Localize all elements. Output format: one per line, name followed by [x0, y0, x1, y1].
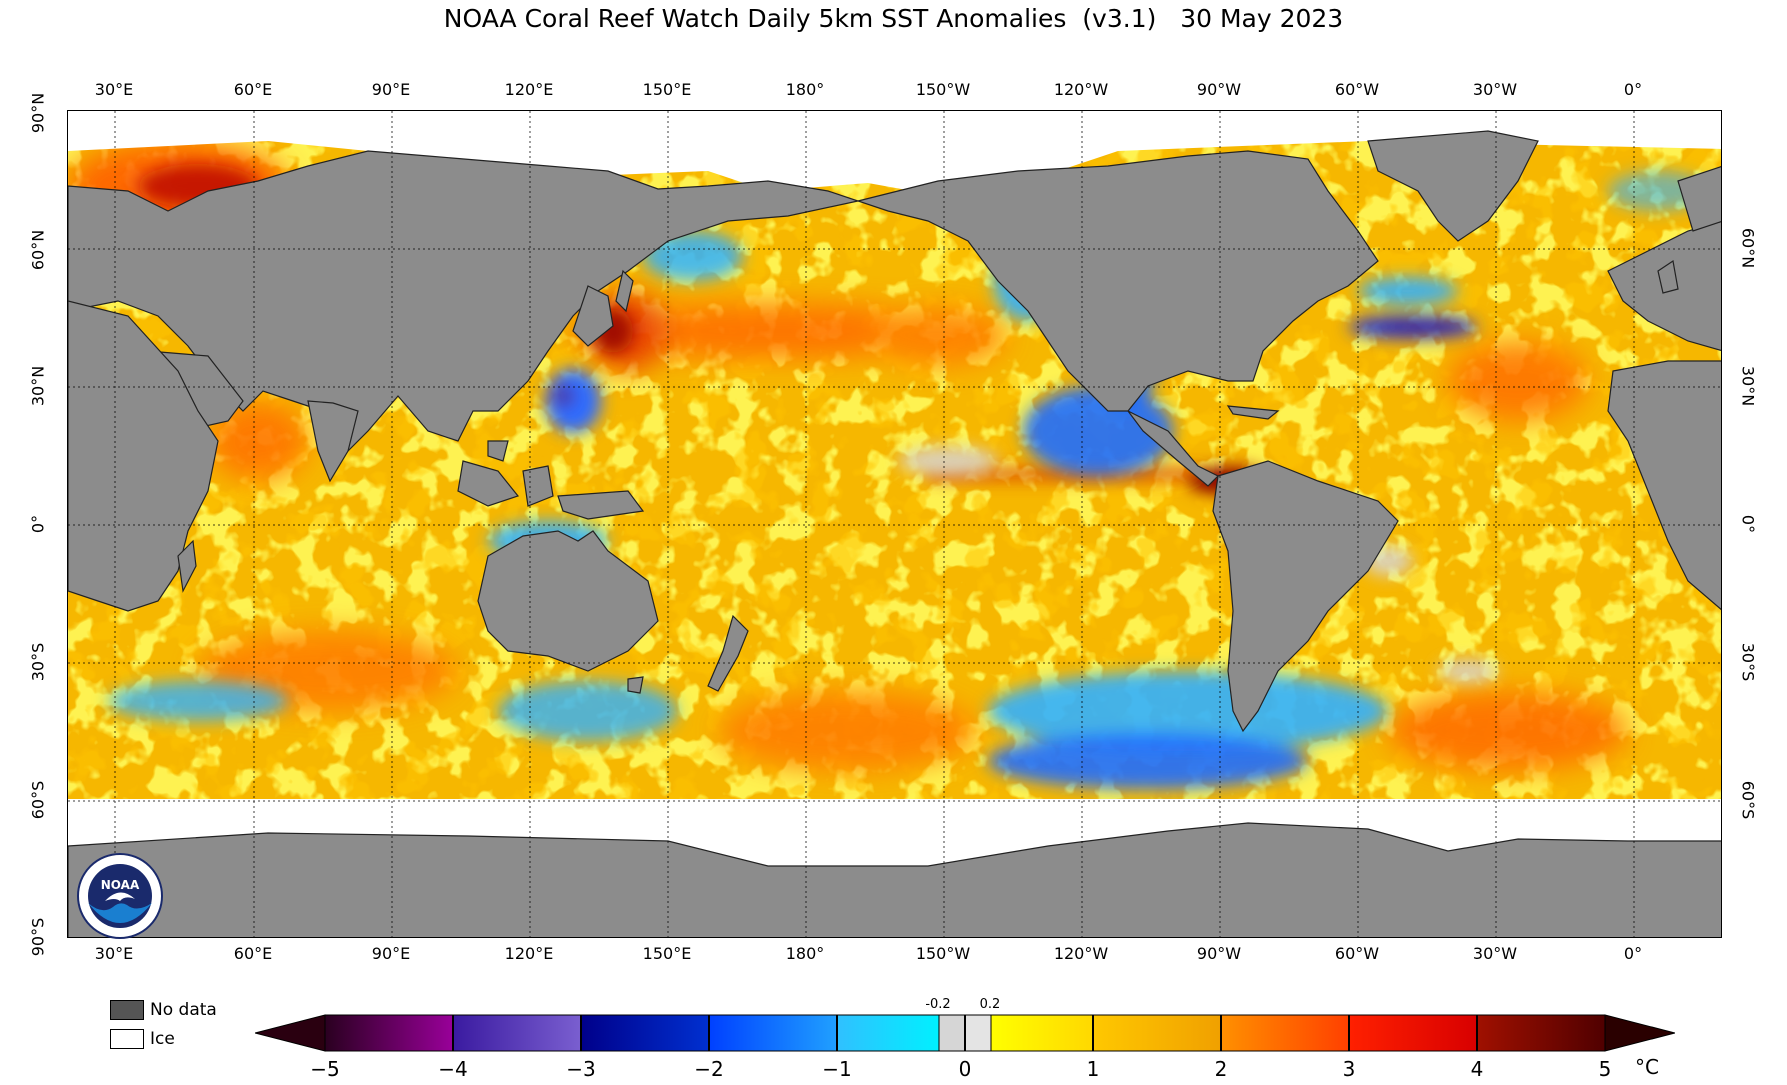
colorbar-tick-label: −2: [694, 1057, 724, 1081]
colorbar-minor-label: 0.2: [979, 997, 1001, 1012]
lat-label-left: 90°N: [28, 92, 48, 134]
lon-label-top: 0°: [1623, 80, 1643, 99]
lat-label-right: 60°N: [1738, 227, 1758, 269]
noaa-logo-text: NOAA: [101, 878, 140, 892]
lon-label-bottom: 90°E: [371, 944, 411, 963]
lon-label-top: 30°W: [1472, 80, 1518, 99]
noaa-logo: NOAA: [77, 853, 163, 939]
lon-label-top: 90°W: [1196, 80, 1242, 99]
lon-label-bottom: 120°E: [504, 944, 554, 963]
map-title: NOAA Coral Reef Watch Daily 5km SST Anom…: [443, 4, 1344, 33]
colorbar: [255, 1014, 1675, 1052]
colorbar-tick-label: −4: [438, 1057, 468, 1081]
sst-anomaly-map: [67, 110, 1722, 938]
lon-label-top: 150°W: [915, 80, 971, 99]
colorbar-unit: °C: [1635, 1055, 1659, 1079]
colorbar-tick-label: 3: [1342, 1057, 1356, 1081]
colorbar-minor-label: -0.2: [925, 997, 951, 1012]
lon-label-bottom: 150°W: [915, 944, 971, 963]
lat-label-right: 30°S: [1738, 642, 1758, 682]
lat-label-left: 0°: [28, 514, 48, 534]
lon-label-top: 180°: [785, 80, 825, 99]
lon-label-bottom: 120°W: [1053, 944, 1109, 963]
colorbar-tick-label: 0: [958, 1057, 972, 1081]
land-masses: [68, 130, 1721, 937]
lon-label-top: 150°E: [642, 80, 692, 99]
lon-label-bottom: 90°W: [1196, 944, 1242, 963]
no-data-swatch: [110, 1000, 144, 1020]
colorbar-tick-label: 5: [1598, 1057, 1612, 1081]
lon-label-bottom: 180°: [785, 944, 825, 963]
lat-label-left: 30°S: [28, 642, 48, 682]
lon-label-bottom: 60°E: [233, 944, 273, 963]
ice-label: Ice: [150, 1029, 175, 1049]
lat-label-left: 60°S: [28, 780, 48, 820]
colorbar-tick-label: 1: [1086, 1057, 1100, 1081]
no-data-label: No data: [150, 1000, 217, 1020]
lon-label-bottom: 60°W: [1334, 944, 1380, 963]
colorbar-tick-label: 4: [1470, 1057, 1484, 1081]
lon-label-bottom: 150°E: [642, 944, 692, 963]
lon-label-bottom: 30°W: [1472, 944, 1518, 963]
lon-label-top: 60°E: [233, 80, 273, 99]
colorbar-tick-label: −1: [822, 1057, 852, 1081]
lon-label-bottom: 30°E: [94, 944, 134, 963]
lat-label-left: 30°N: [28, 365, 48, 407]
colorbar-tick-label: −3: [566, 1057, 596, 1081]
ice-swatch: [110, 1029, 144, 1049]
lat-label-right: 60°S: [1738, 780, 1758, 820]
lon-label-top: 120°W: [1053, 80, 1109, 99]
colorbar-tick-label: −5: [310, 1057, 340, 1081]
lon-label-top: 90°E: [371, 80, 411, 99]
lat-label-right: 0°: [1738, 514, 1758, 534]
colorbar-tick-label: 2: [1214, 1057, 1228, 1081]
lat-label-left: 90°S: [28, 917, 48, 957]
graticule: [68, 111, 1721, 937]
lat-label-left: 60°N: [28, 229, 48, 271]
lon-label-top: 60°W: [1334, 80, 1380, 99]
lon-label-top: 30°E: [94, 80, 134, 99]
lat-label-right: 30°N: [1738, 365, 1758, 407]
lon-label-bottom: 0°: [1623, 944, 1643, 963]
lon-label-top: 120°E: [504, 80, 554, 99]
